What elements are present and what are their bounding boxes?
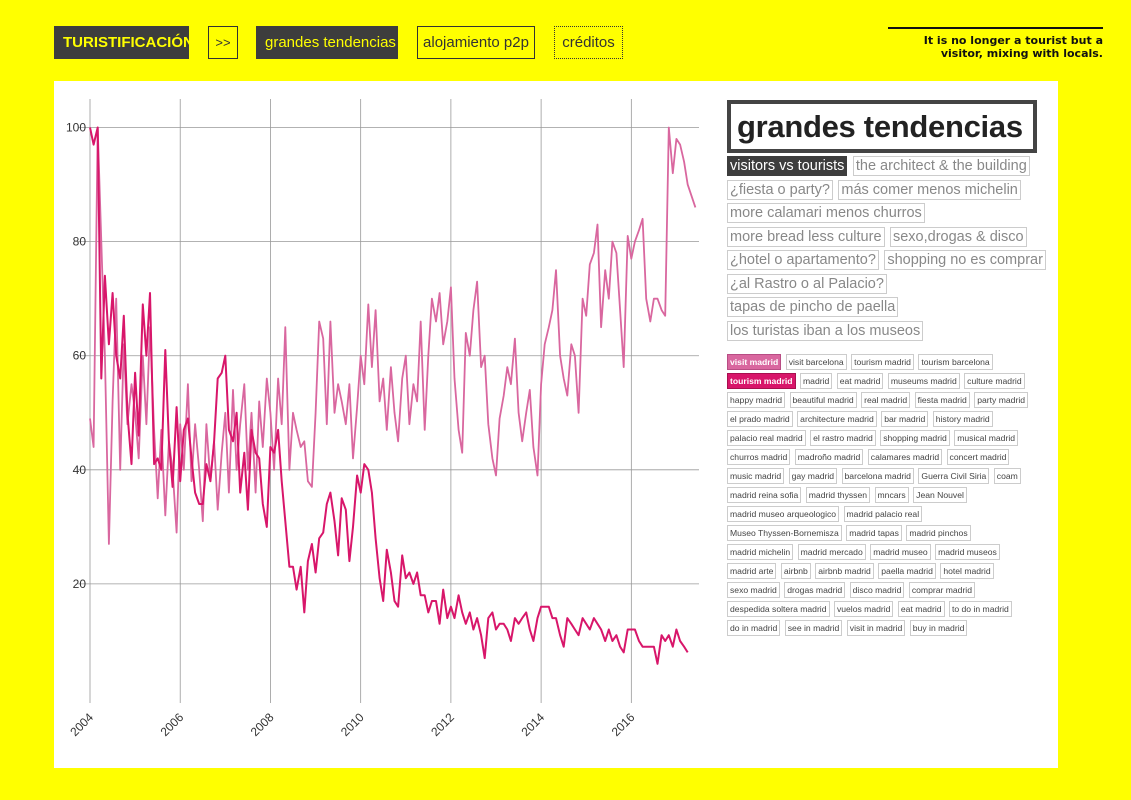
topic-button[interactable]: los turistas iban a los museos	[727, 320, 924, 341]
term-tag[interactable]: eat madrid	[836, 373, 884, 389]
term-tag[interactable]: madrid museo	[870, 544, 931, 560]
section-title: grandes tendencias	[727, 100, 1037, 153]
term-tag[interactable]: happy madrid	[727, 392, 786, 408]
nav-grandes-tendencias[interactable]: grandes tendencias	[256, 26, 398, 59]
nav-creditos[interactable]: créditos	[554, 26, 623, 59]
term-tag[interactable]: vuelos madrid	[833, 601, 894, 617]
x-tick-label: 2004	[67, 710, 96, 739]
y-tick-label: 80	[73, 235, 87, 249]
term-tag[interactable]: visit in madrid	[846, 620, 906, 636]
term-tag[interactable]: madrid museo arqueologico	[727, 506, 840, 522]
term-tag[interactable]: madrid thyssen	[805, 487, 871, 503]
term-tag[interactable]: Jean Nouvel	[913, 487, 967, 503]
term-tag[interactable]: tourism madrid	[727, 373, 796, 389]
topic-button[interactable]: more bread less culture	[727, 226, 885, 247]
term-tag[interactable]: party madrid	[974, 392, 1029, 408]
topic-button[interactable]: sexo,drogas & disco	[889, 226, 1027, 247]
term-tag[interactable]: do in madrid	[727, 620, 781, 636]
y-tick-label: 40	[73, 463, 87, 477]
x-tick-label: 2010	[338, 710, 367, 739]
trend-chart: 20 40 60 80 100 2004 2006 2008 2010 2012 2014 2016	[66, 99, 699, 739]
term-tag[interactable]: disco madrid	[849, 582, 905, 598]
term-tag[interactable]: eat madrid	[897, 601, 945, 617]
term-tag[interactable]: gay madrid	[788, 468, 838, 484]
term-tag[interactable]: madrid palacio real	[843, 506, 923, 522]
term-tag[interactable]: coam	[993, 468, 1021, 484]
term-tag[interactable]: drogas madrid	[784, 582, 846, 598]
term-tag[interactable]: madrid reina sofia	[727, 487, 802, 503]
term-tag[interactable]: madrid michelin	[727, 544, 794, 560]
term-tag[interactable]: museums madrid	[887, 373, 960, 389]
term-tag[interactable]: palacio real madrid	[727, 430, 806, 446]
topic-button[interactable]: ¿hotel o apartamento?	[727, 250, 879, 270]
y-tick-label: 100	[66, 121, 86, 135]
topic-button[interactable]: visitors vs tourists	[727, 156, 848, 176]
term-tag[interactable]: fiesta madrid	[914, 392, 970, 408]
term-tag[interactable]: calamares madrid	[867, 449, 943, 465]
term-tag[interactable]: el rastro madrid	[810, 430, 876, 446]
term-tag[interactable]: musical madrid	[954, 430, 1019, 446]
search-term-list: visit madrid visit barcelona tourism mad…	[727, 354, 1039, 639]
term-tag[interactable]: madrid pinchos	[906, 525, 971, 541]
term-tag[interactable]: bar madrid	[881, 411, 929, 427]
topic-button[interactable]: tapas de pincho de paella	[727, 297, 899, 317]
sidebar: grandes tendencias visitors vs tourists …	[727, 100, 1047, 639]
term-tag[interactable]: despedida soltera madrid	[727, 601, 830, 617]
term-tag[interactable]: Guerra Civil Siria	[918, 468, 990, 484]
nav-alojamiento-p2p[interactable]: alojamiento p2p	[417, 26, 535, 59]
term-tag[interactable]: madrid tapas	[846, 525, 902, 541]
term-tag[interactable]: madrid mercado	[797, 544, 866, 560]
term-tag[interactable]: airbnb	[780, 563, 811, 579]
term-tag[interactable]: madrid arte	[727, 563, 777, 579]
x-tick-label: 2016	[609, 710, 638, 739]
term-tag[interactable]: comprar madrid	[908, 582, 976, 598]
topic-button[interactable]: más comer menos michelin	[838, 179, 1021, 200]
term-tag[interactable]: architecture madrid	[797, 411, 877, 427]
term-tag[interactable]: madrid museos	[935, 544, 1000, 560]
term-tag[interactable]: visit madrid	[727, 354, 782, 370]
term-tag[interactable]: shopping madrid	[880, 430, 950, 446]
term-tag[interactable]: culture madrid	[964, 373, 1025, 389]
topic-button[interactable]: ¿fiesta o party?	[727, 179, 833, 200]
y-tick-label: 60	[73, 349, 87, 363]
term-tag[interactable]: tourism madrid	[851, 354, 914, 370]
y-tick-label: 20	[73, 577, 87, 591]
term-tag[interactable]: tourism barcelona	[918, 354, 993, 370]
term-tag[interactable]: churros madrid	[727, 449, 791, 465]
term-tag[interactable]: airbnb madrid	[815, 563, 874, 579]
term-tag[interactable]: madrid	[800, 373, 833, 389]
term-tag[interactable]: mncars	[874, 487, 909, 503]
term-tag[interactable]: hotel madrid	[940, 563, 994, 579]
term-tag[interactable]: visit barcelona	[785, 354, 847, 370]
nav-arrow-button[interactable]: >>	[208, 26, 238, 59]
term-tag[interactable]: see in madrid	[784, 620, 843, 636]
tagline-quote: It is no longer a tourist but a visitor,…	[888, 27, 1103, 60]
term-tag[interactable]: buy in madrid	[909, 620, 968, 636]
topic-button[interactable]: ¿al Rastro o al Palacio?	[727, 273, 887, 294]
main-panel: 20 40 60 80 100 2004 2006 2008 2010 2012 2014 2016 …	[54, 81, 1058, 768]
term-tag[interactable]: barcelona madrid	[841, 468, 914, 484]
topic-button[interactable]: the architect & the building	[852, 156, 1030, 176]
topic-button[interactable]: more calamari menos churros	[727, 203, 925, 223]
term-tag[interactable]: music madrid	[727, 468, 785, 484]
term-tag[interactable]: history madrid	[932, 411, 993, 427]
topic-button[interactable]: shopping no es comprar	[884, 250, 1046, 270]
term-tag[interactable]: concert madrid	[946, 449, 1010, 465]
term-tag[interactable]: to do in madrid	[948, 601, 1012, 617]
x-tick-label: 2006	[158, 710, 187, 739]
term-tag[interactable]: real madrid	[861, 392, 911, 408]
series-line	[89, 126, 689, 665]
term-tag[interactable]: sexo madrid	[727, 582, 780, 598]
term-tag[interactable]: madroño madrid	[794, 449, 864, 465]
x-tick-label: 2008	[248, 710, 277, 739]
brand-button[interactable]: TURISTIFICACIÓN	[54, 26, 194, 59]
x-tick-label: 2014	[518, 710, 547, 739]
term-tag[interactable]: paella madrid	[878, 563, 936, 579]
term-tag[interactable]: beautiful madrid	[789, 392, 857, 408]
x-tick-label: 2012	[428, 710, 457, 739]
topic-list: visitors vs tourists the architect & the…	[727, 156, 1047, 344]
term-tag[interactable]: el prado madrid	[727, 411, 793, 427]
term-tag[interactable]: Museo Thyssen-Bornemisza	[727, 525, 842, 541]
